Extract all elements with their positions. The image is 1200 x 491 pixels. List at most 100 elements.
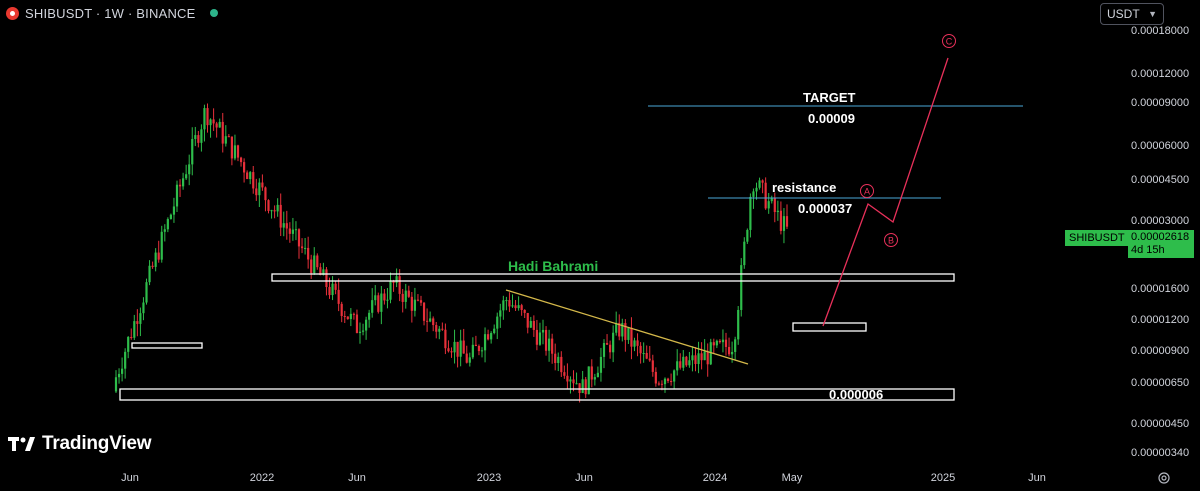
candle-body	[785, 216, 789, 227]
candle-body	[508, 300, 511, 307]
candle-body	[493, 328, 496, 334]
candle-body	[297, 229, 301, 247]
candle-body	[252, 172, 255, 189]
candle-body	[343, 316, 346, 318]
candle-body	[453, 341, 456, 353]
candle-body	[261, 182, 264, 188]
candle-body	[447, 348, 450, 352]
time-label: 2024	[702, 472, 728, 484]
candle-body	[737, 309, 740, 340]
candle-body	[477, 345, 481, 352]
support-zone-bottom	[119, 388, 955, 401]
candle-body	[666, 378, 670, 382]
candle-body	[624, 323, 627, 340]
candle-body	[514, 305, 517, 309]
candle-body	[258, 182, 261, 196]
candle-body	[169, 214, 172, 220]
price-label: 0.00018000	[1131, 25, 1190, 37]
candle-body	[548, 338, 551, 351]
candle-body	[276, 204, 279, 212]
candle-body	[520, 305, 523, 311]
resistance-value: 0.000037	[798, 201, 853, 216]
candle-body	[325, 269, 328, 288]
candle-body	[694, 355, 697, 364]
candle-body	[374, 295, 377, 301]
time-label: Jun	[575, 472, 593, 484]
wave-a-marker: A	[860, 184, 874, 198]
candle-body	[365, 319, 368, 331]
candle-body	[779, 210, 782, 231]
candle-body	[230, 136, 233, 159]
candle-body	[551, 338, 554, 354]
candle-body	[673, 370, 676, 382]
price-label: 0.00009000	[1131, 97, 1190, 109]
price-label: 0.00006000	[1131, 140, 1190, 152]
candle-body	[398, 276, 401, 294]
candle-body	[581, 379, 584, 393]
candle-body	[749, 196, 752, 230]
candle-body	[633, 340, 636, 347]
candle-body	[236, 145, 240, 158]
candle-body	[569, 379, 572, 382]
candle-body	[639, 345, 642, 354]
candle-body	[197, 135, 200, 143]
candle-body	[142, 302, 145, 314]
candle-body	[770, 197, 773, 202]
candle-body	[529, 320, 532, 328]
candle-body	[523, 310, 526, 313]
candle-body	[328, 287, 331, 296]
target-value: 0.00009	[808, 111, 855, 126]
candle-body	[630, 327, 633, 347]
candle-body	[322, 269, 325, 276]
price-label: 0.00003000	[1131, 215, 1190, 227]
candle-body	[377, 295, 380, 312]
candle-body	[407, 290, 410, 297]
candle-body	[511, 305, 514, 307]
candle-body	[682, 356, 685, 368]
candle-body	[782, 216, 786, 231]
candle-body	[554, 353, 557, 364]
wave-c-label: C	[946, 37, 953, 47]
candle-body	[389, 281, 392, 300]
candle-body	[697, 353, 700, 364]
time-label: Jun	[348, 472, 366, 484]
candle-body	[776, 210, 779, 213]
candle-body	[383, 293, 386, 301]
candle-body	[544, 329, 548, 351]
candle-body	[758, 180, 761, 188]
candle-body	[605, 343, 609, 345]
candle-body	[429, 318, 432, 322]
time-label: Jun	[1028, 472, 1046, 484]
candle-body	[706, 351, 709, 365]
candle-body	[157, 252, 160, 260]
candle-body	[572, 379, 575, 384]
currency-selector[interactable]: USDT ▼	[1100, 3, 1164, 25]
candle-body	[206, 108, 209, 126]
tradingview-logo-icon	[8, 437, 35, 451]
candle-body	[584, 379, 587, 395]
last-price-badge: 0.00002618 4d 15h	[1128, 230, 1194, 258]
candle-body	[752, 191, 755, 197]
candle-body	[462, 340, 465, 354]
candle-body	[755, 187, 758, 192]
candle-body	[651, 360, 654, 372]
symbol-title[interactable]: SHIBUSDT · 1W · BINANCE	[25, 5, 196, 21]
tradingview-logo[interactable]: TradingView	[8, 433, 152, 455]
candle-body	[618, 322, 621, 337]
candle-body	[243, 162, 246, 173]
candle-body	[627, 327, 630, 340]
price-label: 0.00000340	[1131, 447, 1190, 459]
candle-body	[761, 180, 764, 183]
candle-body	[663, 378, 667, 385]
candle-body	[285, 223, 288, 229]
candle-body	[499, 310, 502, 317]
gear-icon[interactable]	[1157, 471, 1171, 485]
candle-body	[178, 184, 182, 187]
price-label: 0.00012000	[1131, 68, 1190, 80]
candle-body	[401, 293, 404, 302]
candle-body	[404, 290, 407, 302]
candle-body	[465, 353, 468, 363]
market-status-icon[interactable]	[209, 9, 218, 17]
candle-body	[526, 312, 529, 328]
